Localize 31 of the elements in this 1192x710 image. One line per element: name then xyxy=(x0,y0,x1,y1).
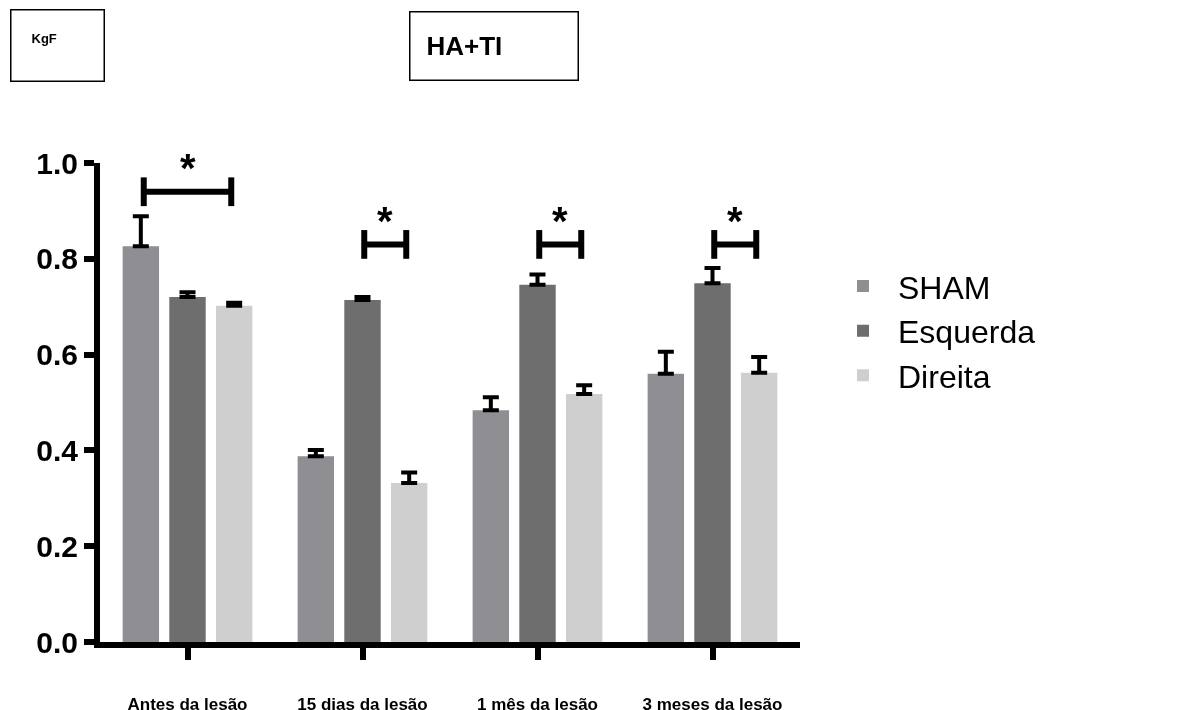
legend-label: Direita xyxy=(898,358,991,395)
bar xyxy=(647,373,685,642)
legend-label: Esquerda xyxy=(898,314,1036,351)
x-tick-label: 1 mês da lesão xyxy=(477,695,598,710)
bar xyxy=(344,299,381,642)
bar xyxy=(565,393,603,642)
x-tick-label: 3 meses da lesão xyxy=(642,695,783,710)
y-tick-label: 0.2 xyxy=(36,529,78,563)
bar xyxy=(472,410,510,642)
y-tick-label: 0.4 xyxy=(36,433,79,467)
bar xyxy=(297,456,335,642)
annotation: * xyxy=(180,146,196,190)
bar xyxy=(122,246,160,642)
x-tick-label: Antes da lesão xyxy=(127,695,248,710)
annotation: * xyxy=(377,199,393,243)
text: KgF xyxy=(31,30,57,46)
annotation: * xyxy=(727,199,743,243)
legend-label: SHAM xyxy=(898,269,991,306)
x-tick-label: 15 dias da lesão xyxy=(297,695,428,710)
bar xyxy=(694,283,731,642)
y-tick-label: 0.8 xyxy=(36,242,78,276)
annotation: * xyxy=(552,199,568,243)
chart-title: HA+TI xyxy=(426,31,503,61)
y-tick-label: 1.0 xyxy=(36,146,78,180)
bar xyxy=(215,305,253,642)
y-tick-label: 0.6 xyxy=(36,338,78,372)
bar xyxy=(519,284,556,642)
y-tick-label: 0.0 xyxy=(36,625,78,659)
bar xyxy=(169,297,206,642)
bar xyxy=(390,482,428,642)
bar xyxy=(740,372,778,642)
